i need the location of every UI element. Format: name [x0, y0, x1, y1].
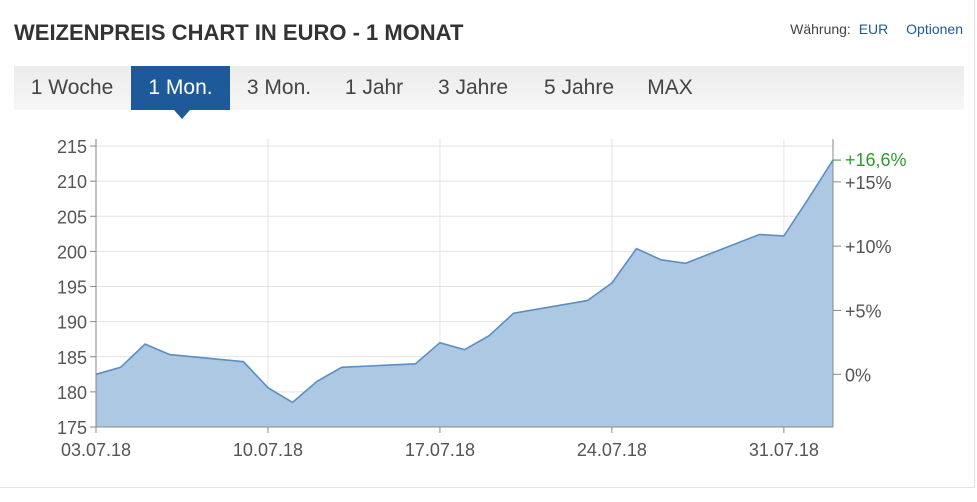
tab-1-mon[interactable]: 1 Mon. [131, 66, 230, 110]
x-tick-label: 17.07.18 [405, 440, 475, 460]
data-point [831, 158, 836, 163]
data-point [290, 400, 295, 405]
top-links: Währung: EUR Optionen [790, 21, 963, 37]
tab-1-jahr[interactable]: 1 Jahr [344, 76, 404, 99]
tab-max[interactable]: MAX [647, 76, 693, 99]
data-point [315, 379, 320, 384]
y-tick-label: 210 [57, 172, 87, 192]
y-tick-label: 200 [57, 242, 87, 262]
currency-selector[interactable]: EUR [858, 21, 889, 37]
active-tab-pointer [174, 110, 190, 119]
data-point [167, 352, 172, 357]
chart-widget [0, 0, 975, 488]
price-area [96, 160, 833, 427]
pct-tick-label: +15% [845, 173, 892, 193]
x-tick-label: 24.07.18 [577, 440, 647, 460]
x-tick-label: 31.07.18 [749, 440, 819, 460]
tab-3-mon[interactable]: 3 Mon. [246, 76, 312, 99]
data-point [487, 333, 492, 338]
y-tick-label: 180 [57, 383, 87, 403]
y-tick-label: 215 [57, 137, 87, 157]
pct-tick-label: +5% [845, 301, 882, 321]
data-point [659, 257, 664, 262]
x-tick-label: 10.07.18 [233, 440, 303, 460]
data-point [339, 365, 344, 370]
data-point [462, 347, 467, 352]
tab-3-jahre[interactable]: 3 Jahre [437, 76, 509, 99]
y-tick-label: 185 [57, 348, 87, 368]
pct-tick-label: 0% [845, 365, 871, 385]
data-point [437, 340, 442, 345]
y-tick-label: 205 [57, 207, 87, 227]
data-point [143, 342, 148, 347]
data-point [241, 359, 246, 364]
page-title: WEIZENPREIS CHART IN EURO - 1 MONAT [14, 20, 464, 45]
data-point [683, 261, 688, 266]
y-tick-label: 195 [57, 278, 87, 298]
pct-tick-label: +10% [845, 237, 892, 257]
data-point [118, 365, 123, 370]
data-point [757, 232, 762, 237]
data-point [609, 281, 614, 286]
y-tick-label: 175 [57, 418, 87, 438]
data-point [511, 311, 516, 316]
price-line [95, 159, 834, 404]
change-label: +16,6% [845, 150, 907, 170]
x-tick-label: 03.07.18 [61, 440, 131, 460]
data-point [781, 233, 786, 238]
tab-1-woche[interactable]: 1 Woche [30, 76, 114, 99]
data-point [585, 298, 590, 303]
currency-label: Währung: [790, 21, 851, 37]
range-tabs: 1 Woche 1 Mon. 3 Mon. 1 Jahr 3 Jahre 5 J… [14, 66, 964, 110]
data-point [634, 246, 639, 251]
data-point [94, 372, 99, 377]
tab-5-jahre[interactable]: 5 Jahre [543, 76, 615, 99]
data-point [806, 196, 811, 201]
options-link[interactable]: Optionen [906, 21, 963, 37]
y-tick-label: 190 [57, 313, 87, 333]
data-point [265, 385, 270, 390]
data-point [413, 361, 418, 366]
